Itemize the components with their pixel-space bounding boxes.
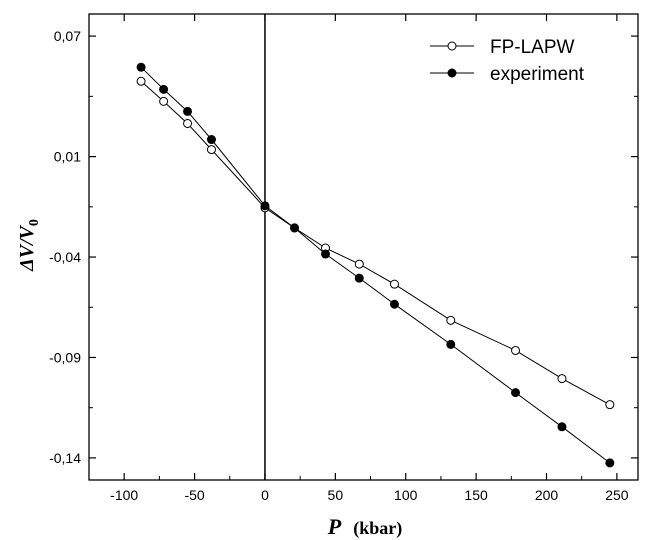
y-tick-label: -0,04 xyxy=(49,249,81,265)
fp-lapw-point xyxy=(183,118,193,128)
experiment-point xyxy=(290,223,300,233)
experiment-point xyxy=(320,249,330,259)
x-axis-unit: (kbar) xyxy=(353,518,402,539)
experiment-point xyxy=(206,135,216,145)
experiment-point xyxy=(605,458,615,468)
y-tick-label: -0,14 xyxy=(49,450,81,466)
fp-lapw-point xyxy=(206,145,216,155)
fp-lapw-point xyxy=(446,315,456,325)
fp-lapw-point xyxy=(389,279,399,289)
experiment-point xyxy=(389,299,399,309)
experiment-point xyxy=(557,422,567,432)
fp-lapw-point xyxy=(159,96,169,106)
plot-layer xyxy=(136,14,615,480)
x-tick-label: 50 xyxy=(328,487,344,503)
series-line-2 xyxy=(140,66,611,464)
series-line-1 xyxy=(140,80,611,406)
experiment-point xyxy=(446,339,456,349)
x-axis-label: P xyxy=(327,514,342,539)
y-axis-title: ΔV/V0 xyxy=(16,219,42,272)
x-tick-label: -50 xyxy=(184,487,204,503)
y-axis-label: ΔV/V xyxy=(16,224,38,271)
x-tick-label: -100 xyxy=(110,487,138,503)
fp-lapw-point xyxy=(557,374,567,384)
experiment-point xyxy=(260,201,270,211)
y-tick-label: 0,01 xyxy=(54,149,81,165)
x-tick-label: 150 xyxy=(464,487,488,503)
x-tick-label: 250 xyxy=(605,487,629,503)
experiment-point xyxy=(511,388,521,398)
fp-lapw-point xyxy=(354,259,364,269)
experiment-point xyxy=(354,273,364,283)
legend: FP-LAPW experiment xyxy=(430,37,585,85)
legend-label-1: FP-LAPW xyxy=(490,37,575,58)
legend-label-2: experiment xyxy=(490,64,585,85)
fp-lapw-point xyxy=(136,76,146,86)
plot-frame xyxy=(88,13,639,481)
x-axis-title: P (kbar) xyxy=(327,514,402,539)
experiment-point xyxy=(136,62,146,72)
experiment-point xyxy=(183,106,193,116)
y-axis-subscript: 0 xyxy=(27,219,42,226)
y-tick-label: 0,07 xyxy=(54,28,81,44)
legend-marker-1 xyxy=(447,41,457,51)
axes-layer: -100 -50 0 50 100 150 200 250 0,07 0,01 -0,04 -0,09… xyxy=(49,13,639,503)
fp-lapw-point xyxy=(511,345,521,355)
x-tick-label: 200 xyxy=(535,487,559,503)
x-tick-label: 100 xyxy=(394,487,418,503)
x-tick-label: 0 xyxy=(261,487,269,503)
experiment-point xyxy=(159,84,169,94)
y-tick-label: -0,09 xyxy=(49,349,81,365)
legend-marker-2 xyxy=(447,68,457,78)
fp-lapw-point xyxy=(605,400,615,410)
